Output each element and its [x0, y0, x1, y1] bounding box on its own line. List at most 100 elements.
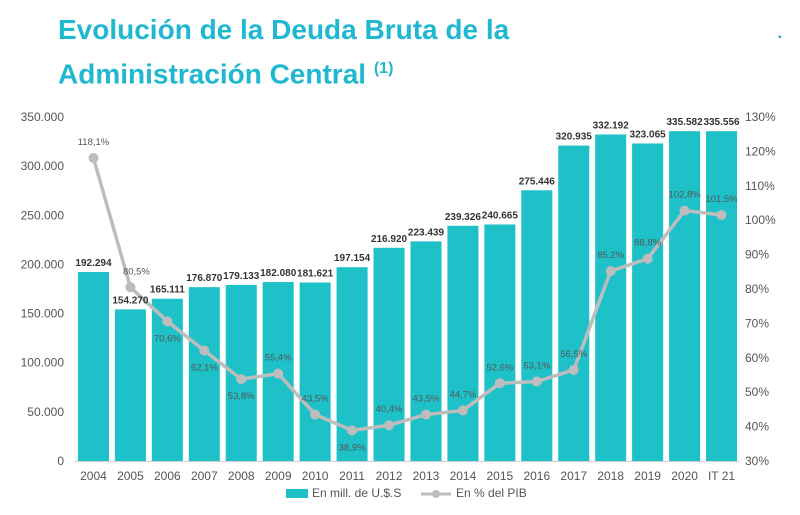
bar-value-label: 240.665 [482, 210, 519, 221]
x-tick-label: 2014 [450, 469, 477, 483]
pib-point [310, 409, 321, 420]
y-right-tick-label: 120% [745, 144, 776, 158]
bar [484, 224, 516, 461]
y-left-tick-label: 0 [57, 454, 64, 468]
pib-point [236, 374, 247, 385]
x-tick-label: 2020 [671, 469, 698, 483]
legend-bar-label: En mill. de U.$.S [312, 486, 401, 500]
pib-point [125, 282, 136, 293]
x-tick-label: 2016 [523, 469, 550, 483]
x-tick-label: 2017 [560, 469, 587, 483]
x-tick-label: 2015 [487, 469, 514, 483]
pib-point [568, 364, 579, 375]
bar [558, 145, 590, 461]
bar-value-label: 323.065 [630, 129, 667, 140]
bar-value-label: 239.326 [445, 212, 482, 223]
title-footnote-mark: (1) [373, 60, 394, 77]
chart-title: Evolución de la Deuda Bruta de la Admini… [58, 10, 738, 93]
y-right-tick-label: 100% [745, 213, 776, 227]
x-tick-label: 2005 [117, 469, 144, 483]
bar [77, 272, 109, 461]
y-left-tick-label: 150.000 [21, 307, 65, 321]
bar [706, 131, 738, 461]
bar [299, 282, 331, 461]
pib-value-label: 43,5% [413, 394, 440, 405]
pib-point [642, 253, 653, 264]
pib-value-label: 102,8% [668, 190, 701, 201]
bar-value-label: 182.080 [260, 268, 297, 279]
bar [447, 225, 479, 461]
pib-point [88, 152, 99, 163]
pib-value-label: 52,6% [486, 362, 513, 373]
pib-value-label: 53,8% [228, 391, 255, 402]
pib-value-label: 88,8% [634, 238, 661, 249]
pib-point [494, 378, 505, 389]
x-tick-label: 2004 [80, 469, 107, 483]
title-line-2: Administración Central (1) [58, 49, 738, 93]
bar [632, 143, 664, 461]
title-line-1: Evolución de la Deuda Bruta de la [58, 14, 510, 45]
x-tick-label: 2013 [413, 469, 440, 483]
y-right-tick-label: 80% [745, 282, 769, 296]
y-left-tick-label: 200.000 [21, 257, 65, 271]
y-left-tick-label: 300.000 [21, 159, 65, 173]
y-right-tick-label: 90% [745, 248, 769, 262]
pib-point [199, 345, 210, 356]
bar-value-label: 192.294 [75, 258, 112, 269]
x-tick-label: IT 21 [708, 469, 735, 483]
pib-point [457, 405, 468, 416]
pib-value-label: 62,1% [191, 363, 218, 374]
pib-value-label: 55,4% [265, 353, 292, 364]
bar-value-label: 320.935 [556, 132, 593, 143]
pib-value-label: 38,9% [339, 442, 366, 453]
bar [188, 287, 220, 461]
bar [669, 131, 701, 461]
y-right-tick-label: 30% [745, 454, 769, 468]
x-tick-label: 2009 [265, 469, 292, 483]
pib-value-label: 53,1% [523, 361, 550, 372]
edge-decoration: ▪ [778, 32, 782, 43]
legend-line-label: En % del PIB [456, 486, 527, 500]
pib-point [716, 210, 727, 221]
pib-value-label: 85,2% [597, 250, 624, 261]
y-right-tick-label: 70% [745, 316, 769, 330]
y-left-tick-label: 250.000 [21, 208, 65, 222]
pib-point [162, 316, 173, 327]
pib-value-label: 118,1% [78, 137, 110, 148]
x-tick-label: 2018 [597, 469, 624, 483]
y-right-tick-label: 60% [745, 351, 769, 365]
legend-line-marker [432, 490, 440, 498]
pib-point [273, 368, 284, 379]
pib-point [679, 205, 690, 216]
pib-point [531, 376, 542, 387]
bar-value-label: 335.556 [703, 117, 740, 128]
x-tick-label: 2012 [376, 469, 403, 483]
x-tick-label: 2007 [191, 469, 218, 483]
bar [114, 309, 146, 461]
y-right-tick-label: 130% [745, 110, 776, 124]
pib-value-label: 43,5% [302, 394, 329, 405]
bar-value-label: 223.439 [408, 227, 445, 238]
bar [225, 284, 257, 461]
bar-value-label: 176.870 [186, 273, 223, 284]
pib-value-label: 101,5% [705, 194, 738, 205]
pib-point [605, 266, 616, 277]
pib-value-label: 80,5% [123, 266, 150, 277]
y-right-tick-label: 110% [745, 179, 775, 193]
bar-value-label: 275.446 [519, 176, 556, 187]
bar-value-label: 165.111 [150, 285, 185, 296]
bar-value-label: 197.154 [334, 253, 371, 264]
bar-value-label: 181.621 [297, 268, 334, 279]
y-right-tick-label: 50% [745, 385, 769, 399]
pib-value-label: 70,6% [154, 333, 181, 344]
bar-value-label: 335.582 [667, 117, 704, 128]
bar [410, 241, 442, 461]
pib-point [384, 420, 395, 431]
y-left-tick-label: 350.000 [21, 110, 65, 124]
x-tick-label: 2011 [339, 469, 365, 483]
bar-value-label: 179.133 [223, 271, 260, 282]
pib-point [347, 425, 358, 436]
y-left-tick-label: 100.000 [21, 356, 65, 370]
x-tick-label: 2010 [302, 469, 329, 483]
